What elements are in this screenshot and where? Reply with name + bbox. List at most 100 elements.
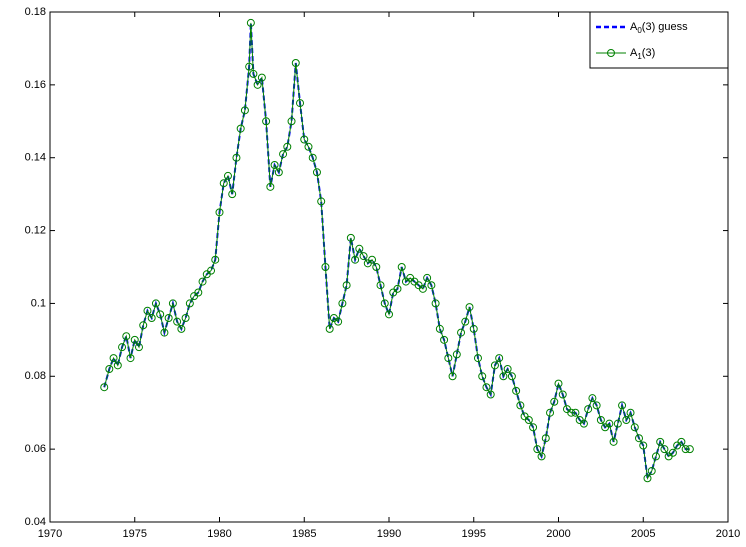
data-point xyxy=(643,474,652,483)
data-point xyxy=(198,277,207,286)
legend-label: A1(3) xyxy=(630,47,655,61)
data-point xyxy=(219,179,228,188)
data-point xyxy=(232,153,241,162)
data-point xyxy=(215,208,224,217)
legend-marker xyxy=(607,49,615,57)
x-tick-label: 1990 xyxy=(377,528,401,540)
data-point xyxy=(211,255,220,264)
data-point xyxy=(584,405,593,414)
data-point xyxy=(126,354,135,363)
data-point xyxy=(639,441,648,450)
data-point xyxy=(546,408,555,417)
data-point xyxy=(626,408,635,417)
legend-box xyxy=(589,11,729,69)
data-point xyxy=(359,252,368,261)
data-point xyxy=(490,361,499,370)
y-tick-label: 0.04 xyxy=(25,516,46,528)
x-tick-label: 1975 xyxy=(123,528,147,540)
data-point xyxy=(249,69,258,78)
data-point xyxy=(423,273,432,282)
data-point xyxy=(308,153,317,162)
data-point xyxy=(668,448,677,457)
data-point xyxy=(122,332,131,341)
data-point xyxy=(279,150,288,159)
data-point xyxy=(317,197,326,206)
data-point xyxy=(287,117,296,126)
y-tick-label: 0.16 xyxy=(25,79,46,91)
data-point xyxy=(372,263,381,271)
data-point xyxy=(253,80,262,89)
data-point xyxy=(452,350,461,359)
data-point xyxy=(516,401,525,410)
data-point xyxy=(181,314,190,322)
data-point xyxy=(554,379,563,388)
data-point xyxy=(541,434,550,443)
data-point xyxy=(223,171,232,180)
data-point xyxy=(448,372,457,381)
data-point xyxy=(156,310,165,319)
data-point xyxy=(660,445,669,454)
data-point xyxy=(342,281,351,290)
data-point xyxy=(605,419,614,428)
data-point xyxy=(550,397,559,406)
data-point xyxy=(651,452,660,461)
data-point xyxy=(465,303,474,312)
y-tick-label: 0.12 xyxy=(25,224,46,236)
data-point xyxy=(440,335,449,344)
data-point xyxy=(457,328,466,337)
data-point xyxy=(194,288,203,297)
data-point xyxy=(677,437,686,446)
data-point xyxy=(503,365,512,373)
data-point xyxy=(147,314,156,322)
data-point xyxy=(173,317,182,326)
y-tick-label: 0.1 xyxy=(31,297,46,309)
data-point xyxy=(291,59,300,67)
x-tick-label: 2000 xyxy=(546,528,570,540)
data-point xyxy=(533,445,542,454)
data-point xyxy=(512,386,521,395)
data-point xyxy=(486,390,495,399)
data-point xyxy=(435,324,444,333)
data-point xyxy=(334,317,343,326)
data-point xyxy=(656,437,665,446)
data-point xyxy=(351,255,360,264)
data-point xyxy=(524,416,533,424)
data-point xyxy=(596,416,605,424)
data-point xyxy=(473,354,482,363)
data-point xyxy=(168,299,177,308)
data-point xyxy=(130,335,139,344)
y-tick-label: 0.08 xyxy=(25,370,46,382)
data-point xyxy=(385,310,393,319)
data-point xyxy=(529,423,538,432)
data-point xyxy=(588,394,597,403)
x-tick-label: 2005 xyxy=(631,528,655,540)
data-point xyxy=(283,142,292,151)
y-tick-label: 0.06 xyxy=(25,443,46,455)
data-point xyxy=(312,168,321,177)
data-point xyxy=(609,437,618,446)
data-point xyxy=(571,408,580,417)
data-point xyxy=(274,168,283,177)
data-point xyxy=(376,281,385,290)
data-point xyxy=(397,263,406,271)
data-point xyxy=(579,419,588,428)
data-point xyxy=(507,372,516,381)
data-point xyxy=(482,383,491,392)
data-point xyxy=(245,62,254,71)
data-point xyxy=(681,445,690,454)
data-point xyxy=(393,284,402,293)
data-point xyxy=(228,190,237,199)
y-tick-label: 0.18 xyxy=(25,6,46,18)
data-point xyxy=(469,324,478,333)
data-point xyxy=(266,182,275,191)
x-tick-label: 1970 xyxy=(38,528,62,540)
x-tick-label: 1995 xyxy=(462,528,486,540)
data-point xyxy=(368,255,377,264)
data-point xyxy=(304,142,313,151)
data-point xyxy=(346,233,355,242)
data-point xyxy=(444,354,453,363)
data-point xyxy=(160,328,169,337)
data-point xyxy=(461,317,470,326)
x-tick-label: 1985 xyxy=(292,528,316,540)
x-tick-label: 2010 xyxy=(716,528,740,540)
